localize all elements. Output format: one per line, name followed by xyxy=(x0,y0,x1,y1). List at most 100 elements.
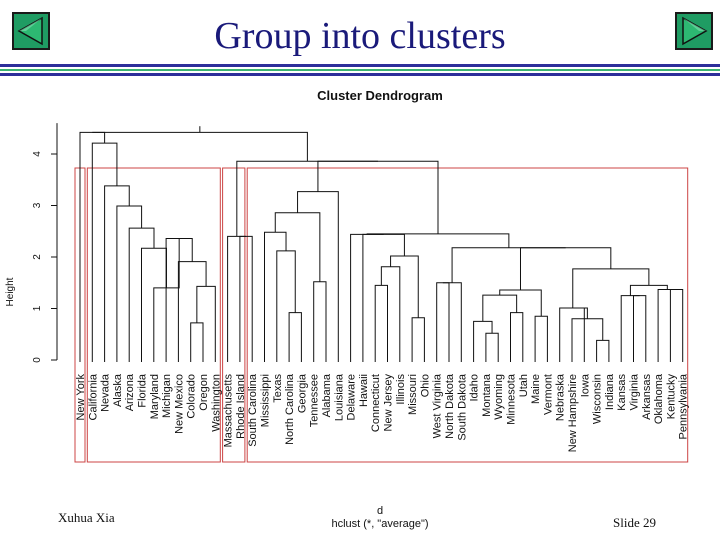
leaf-labels: New York California Nevada Alaska Arizona Flo… xyxy=(75,373,690,452)
title-rule-top xyxy=(0,64,720,67)
leaf-label: Florida xyxy=(137,373,149,408)
leaf-label: Hawaii xyxy=(358,374,370,407)
dendrogram-merge-28 xyxy=(485,332,499,362)
dendrogram-merge-23 xyxy=(390,255,419,318)
leaf-label: California xyxy=(87,373,99,420)
cluster-boxes xyxy=(74,167,689,463)
leaf-label: Wisconsin xyxy=(592,374,604,424)
leaf-label: Nevada xyxy=(100,373,112,412)
leaf-label: South Carolina xyxy=(247,373,259,447)
x-axis-label: d xyxy=(377,505,383,517)
dendrogram-merge-48 xyxy=(236,160,378,237)
leaf-label: Missouri xyxy=(407,374,419,415)
leaf-label: Pennsylvania xyxy=(678,373,690,439)
leaf-label: Oregon xyxy=(198,374,210,411)
leaf-label: Alaska xyxy=(112,373,124,407)
slide-title: Group into clusters xyxy=(214,15,506,57)
cluster-box-2 xyxy=(86,167,221,463)
leaf-label: Mississippi xyxy=(260,374,272,427)
hclust-subtitle: hclust (*, "average") xyxy=(331,518,428,530)
y-tick-label: 4 xyxy=(32,151,43,157)
leaf-label: Louisiana xyxy=(333,373,345,421)
leaf-label: North Carolina xyxy=(284,373,296,445)
leaf-label: Tennessee xyxy=(309,374,321,427)
leaf-label: Oklahoma xyxy=(653,373,665,424)
leaf-label: New Hampshire xyxy=(567,374,579,452)
leaf-label: Indiana xyxy=(604,373,616,410)
dendrogram-merge-16 xyxy=(264,231,287,362)
leaf-label: Washington xyxy=(210,374,222,432)
y-tick-label: 3 xyxy=(32,202,43,208)
previous-slide-button[interactable] xyxy=(12,12,50,50)
leaf-label: Utah xyxy=(518,374,530,397)
chart-title: Cluster Dendrogram xyxy=(317,88,443,103)
leaf-label: Massachusetts xyxy=(223,374,235,448)
leaf-label: Illinois xyxy=(395,374,407,405)
triangle-left-icon xyxy=(17,16,43,46)
leaf-label: Arizona xyxy=(124,373,136,411)
leaf-label: Wyoming xyxy=(493,374,505,420)
author-label: Xuhua Xia xyxy=(58,510,115,525)
dendrogram-merge-17 xyxy=(313,281,327,362)
leaf-label: Iowa xyxy=(579,373,591,397)
leaf-label: Michigan xyxy=(161,374,173,418)
leaf-label: Idaho xyxy=(469,374,481,402)
leaf-label: Nebraska xyxy=(555,373,567,421)
dendrogram-merge-39 xyxy=(620,295,640,362)
title-rule-bottom xyxy=(0,73,720,76)
leaf-label: Delaware xyxy=(346,374,358,420)
y-tick-label: 0 xyxy=(32,357,43,363)
dendrogram-merge-15 xyxy=(276,250,296,362)
leaf-label: Arkansas xyxy=(641,374,653,420)
leaf-label: Connecticut xyxy=(370,374,382,432)
leaf-label: Georgia xyxy=(296,373,308,413)
y-axis: 0 1 2 3 4 xyxy=(32,123,58,363)
dendrogram-merge-34 xyxy=(596,339,610,362)
leaf-label: Maine xyxy=(530,374,542,404)
dendrogram-merge-11 xyxy=(79,131,106,362)
dendrogram-merge-1 xyxy=(190,322,204,362)
dendrogram-merge-25 xyxy=(350,233,384,362)
dendrogram-merge-24 xyxy=(362,233,405,362)
cluster-dendrogram: Cluster Dendrogram Height 0 1 2 3 4 New York… xyxy=(5,88,690,530)
dendrogram-merge-14 xyxy=(288,312,302,362)
dendrogram-merge-30 xyxy=(510,312,524,362)
leaf-label: Colorado xyxy=(186,374,198,419)
leaf-label: West Virginia xyxy=(432,373,444,438)
dendrogram-links xyxy=(79,126,684,362)
dendrogram-merge-29 xyxy=(473,320,493,362)
leaf-label: Virginia xyxy=(629,373,641,410)
dendrogram-merge-37 xyxy=(559,307,586,362)
dendrogram-merge-2 xyxy=(196,285,216,362)
dendrogram-merge-3 xyxy=(177,261,207,362)
leaf-label: New Jersey xyxy=(383,374,395,432)
next-slide-button[interactable] xyxy=(675,12,713,50)
leaf-label: South Dakota xyxy=(456,373,468,441)
slide-number: Slide 29 xyxy=(613,515,656,530)
dendrogram-merge-12 xyxy=(239,235,253,362)
dendrogram-merge-19 xyxy=(297,191,339,362)
leaf-label: Rhode Island xyxy=(235,374,247,439)
y-axis-label: Height xyxy=(5,277,16,306)
dendrogram-merge-21 xyxy=(380,266,401,362)
title-rule-middle xyxy=(0,69,720,71)
dendrogram-merge-26 xyxy=(436,282,450,362)
leaf-label: Kentucky xyxy=(665,374,677,420)
leaf-label: Maryland xyxy=(149,374,161,419)
leaf-label: Montana xyxy=(481,373,493,417)
dendrogram-merge-18 xyxy=(274,212,321,282)
dendrogram-merge-13 xyxy=(227,235,247,362)
dendrogram-merge-49 xyxy=(92,131,308,162)
dendrogram-merge-40 xyxy=(669,288,684,362)
dendrogram-merge-38 xyxy=(633,295,647,362)
dendrogram-merge-43 xyxy=(572,268,650,308)
leaf-label: Alabama xyxy=(321,373,333,417)
leaf-label: Minnesota xyxy=(506,373,518,425)
leaf-label: North Dakota xyxy=(444,373,456,439)
dendrogram-merge-44 xyxy=(519,247,612,290)
dendrogram-merge-27 xyxy=(442,282,462,362)
dendrogram-merge-46 xyxy=(366,233,510,248)
cluster-box-4 xyxy=(246,167,689,463)
dendrogram-merge-31 xyxy=(534,315,548,362)
leaf-label: Kansas xyxy=(616,374,628,411)
